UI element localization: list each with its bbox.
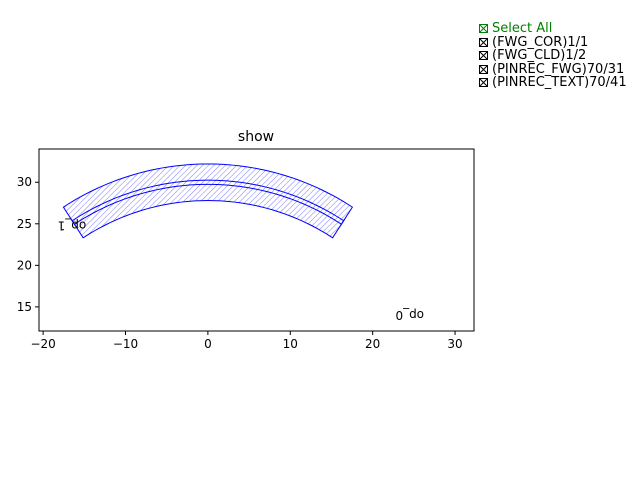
select-all-toggle[interactable]: Select All [479,22,627,36]
legend-item-fwg-cor[interactable]: (FWG_COR)1/1 [479,34,627,50]
layer-legend: Select All (FWG_COR)1/1 (FWG_CLD)1/2 (PI… [479,22,627,90]
checkbox-checked-icon[interactable] [479,37,488,47]
y-tick-label: 15 [17,300,32,314]
checkbox-checked-icon[interactable] [479,78,488,88]
legend-item-label: (PINREC_TEXT)70/41 [492,75,627,90]
x-tick-label: 0 [204,337,212,351]
legend-item-label: (FWG_COR)1/1 [492,34,589,50]
x-tick-label: −20 [30,337,55,351]
x-tick-label: −10 [113,337,138,351]
legend-item-label: (FWG_CLD)1/2 [492,48,587,63]
axis-ticks: −20 −10 0 10 20 30 15 20 25 30 [17,175,463,351]
select-all-label: Select All [492,21,553,36]
legend-item-pinrec-text[interactable]: (PINREC_TEXT)70/41 [479,76,627,90]
port-label: op_1 [58,218,87,232]
plot-area: op_1 op_0 [58,163,424,322]
cladding-shape [62,163,354,239]
y-tick-label: 30 [17,175,32,189]
x-tick-label: 10 [283,337,298,351]
pin-marker [70,218,76,227]
chart-title: show [238,129,274,145]
checkbox-checked-icon[interactable] [479,24,488,34]
legend-item-label: (PINREC_FWG)70/31 [492,61,625,77]
port-label: op_0 [395,308,424,322]
checkbox-checked-icon[interactable] [479,51,488,61]
legend-item-fwg-cld[interactable]: (FWG_CLD)1/2 [479,49,627,63]
y-tick-label: 25 [17,217,32,231]
legend-item-pinrec-fwg[interactable]: (PINREC_FWG)70/31 [479,61,627,77]
axes-frame [38,148,475,332]
x-tick-label: 30 [447,337,462,351]
y-tick-label: 20 [17,258,32,272]
x-tick-label: 20 [365,337,380,351]
checkbox-checked-icon[interactable] [479,64,488,74]
pin-marker [339,218,346,227]
